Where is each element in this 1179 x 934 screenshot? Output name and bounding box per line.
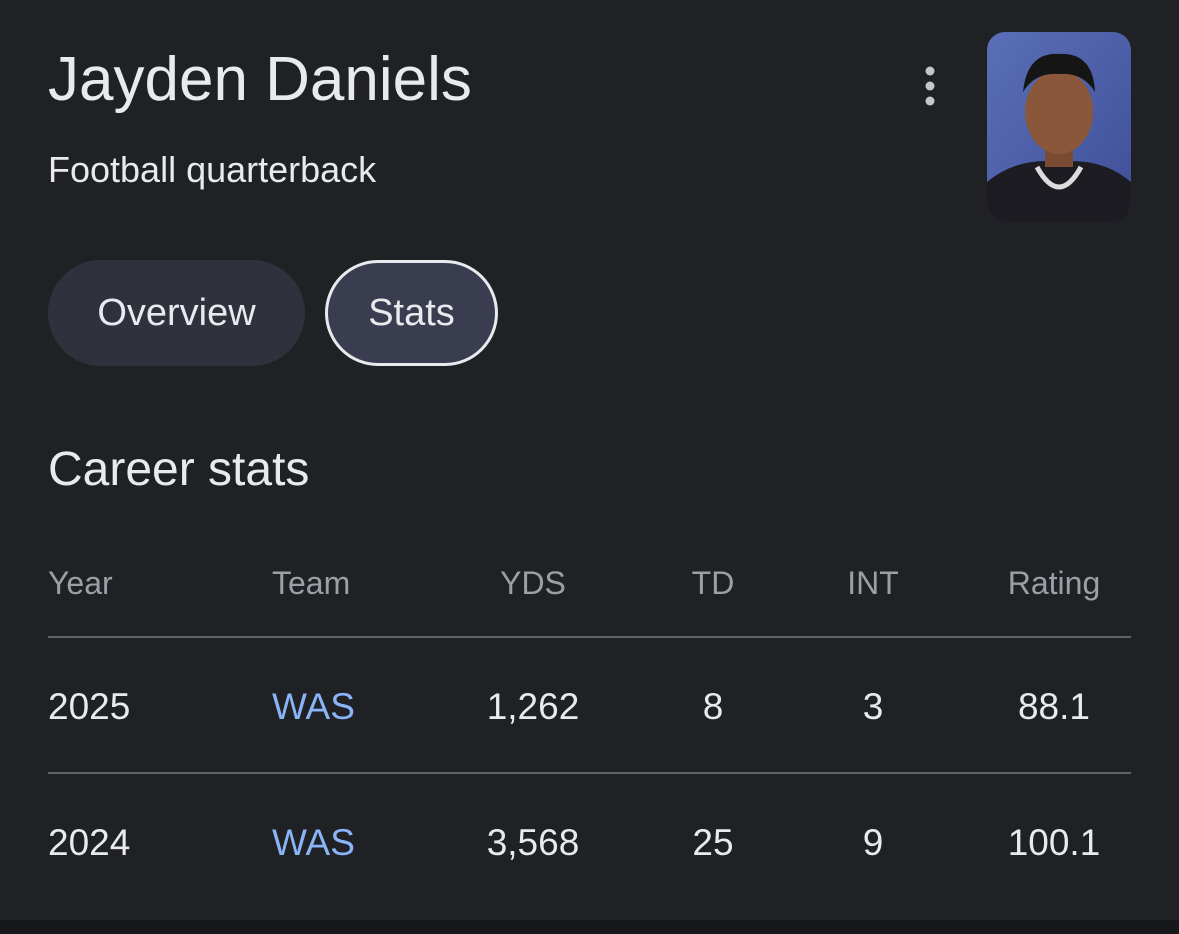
title: Jayden Daniels bbox=[48, 45, 472, 114]
column-header: Team bbox=[272, 565, 351, 601]
table-cell: 1,262 bbox=[486, 686, 580, 727]
tab-overview[interactable]: Overview bbox=[48, 260, 305, 366]
column-header: Rating bbox=[1007, 565, 1101, 601]
table-cell: 8 bbox=[702, 686, 724, 727]
column-header: Year bbox=[48, 565, 113, 601]
table-cell: 25 bbox=[692, 822, 734, 863]
row-divider bbox=[48, 636, 1131, 638]
column-header: YDS bbox=[500, 565, 566, 601]
table-cell: 3 bbox=[862, 686, 884, 727]
column-header: INT bbox=[847, 565, 899, 601]
section-title: Career stats bbox=[48, 443, 310, 496]
team-link[interactable]: WAS bbox=[272, 686, 355, 727]
table-cell: 100.1 bbox=[1007, 822, 1101, 863]
table-cell: 9 bbox=[862, 822, 884, 863]
profile-photo[interactable] bbox=[987, 32, 1131, 222]
tab-stats[interactable]: Stats bbox=[325, 260, 498, 366]
row-divider bbox=[48, 772, 1131, 774]
more-menu[interactable] bbox=[918, 62, 942, 110]
subtitle: Football quarterback bbox=[48, 149, 377, 190]
table-cell: 2024 bbox=[48, 822, 131, 863]
table-cell: 2025 bbox=[48, 686, 131, 727]
table-cell: 88.1 bbox=[1017, 686, 1090, 727]
bottom-bar bbox=[0, 920, 1179, 934]
team-link[interactable]: WAS bbox=[272, 822, 355, 863]
column-header: TD bbox=[691, 565, 735, 601]
table-cell: 3,568 bbox=[486, 822, 580, 863]
